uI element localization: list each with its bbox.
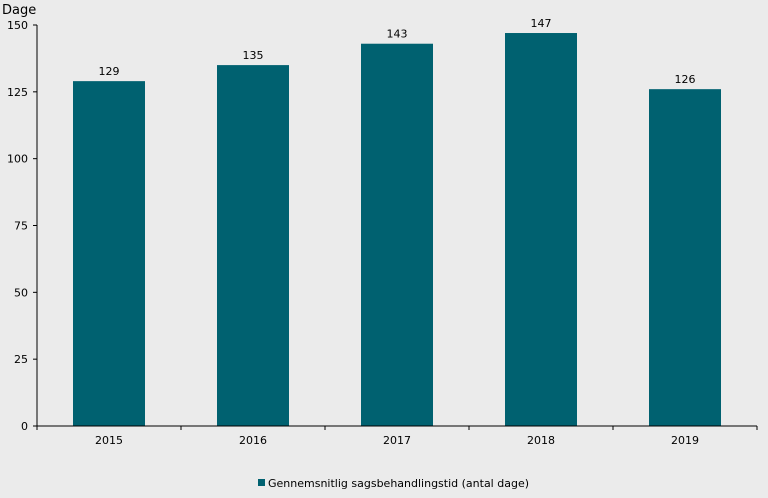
bar — [217, 65, 289, 426]
y-tick-label: 25 — [14, 353, 28, 366]
y-tick-label: 150 — [7, 19, 28, 32]
bars — [73, 33, 721, 427]
legend-swatch — [258, 479, 265, 486]
data-labels: 129 135 143 147 126 — [99, 17, 696, 86]
legend-label: Gennemsnitlig sagsbehandlingstid (antal … — [268, 477, 529, 490]
bar — [505, 33, 577, 427]
bar — [73, 81, 145, 426]
y-axis-ticks: 0 25 50 75 100 125 150 — [7, 19, 37, 433]
x-tick-label: 2019 — [671, 434, 699, 447]
y-axis-title: Dage — [2, 3, 36, 18]
data-label: 129 — [99, 65, 120, 78]
data-label: 143 — [387, 28, 408, 41]
data-label: 135 — [243, 49, 264, 62]
x-tick-label: 2015 — [95, 434, 123, 447]
x-tick-label: 2016 — [239, 434, 267, 447]
x-tick-label: 2017 — [383, 434, 411, 447]
x-tick-label: 2018 — [527, 434, 555, 447]
y-tick-label: 50 — [14, 286, 28, 299]
bar — [361, 43, 433, 427]
legend: Gennemsnitlig sagsbehandlingstid (antal … — [258, 477, 529, 490]
data-label: 147 — [531, 17, 552, 30]
y-tick-label: 100 — [7, 153, 28, 166]
data-label: 126 — [675, 73, 696, 86]
y-tick-label: 125 — [7, 86, 28, 99]
x-axis-ticks: 2015 2016 2017 2018 2019 — [36, 426, 758, 447]
bar — [649, 89, 721, 426]
y-tick-label: 75 — [14, 220, 28, 233]
y-tick-label: 0 — [21, 420, 28, 433]
